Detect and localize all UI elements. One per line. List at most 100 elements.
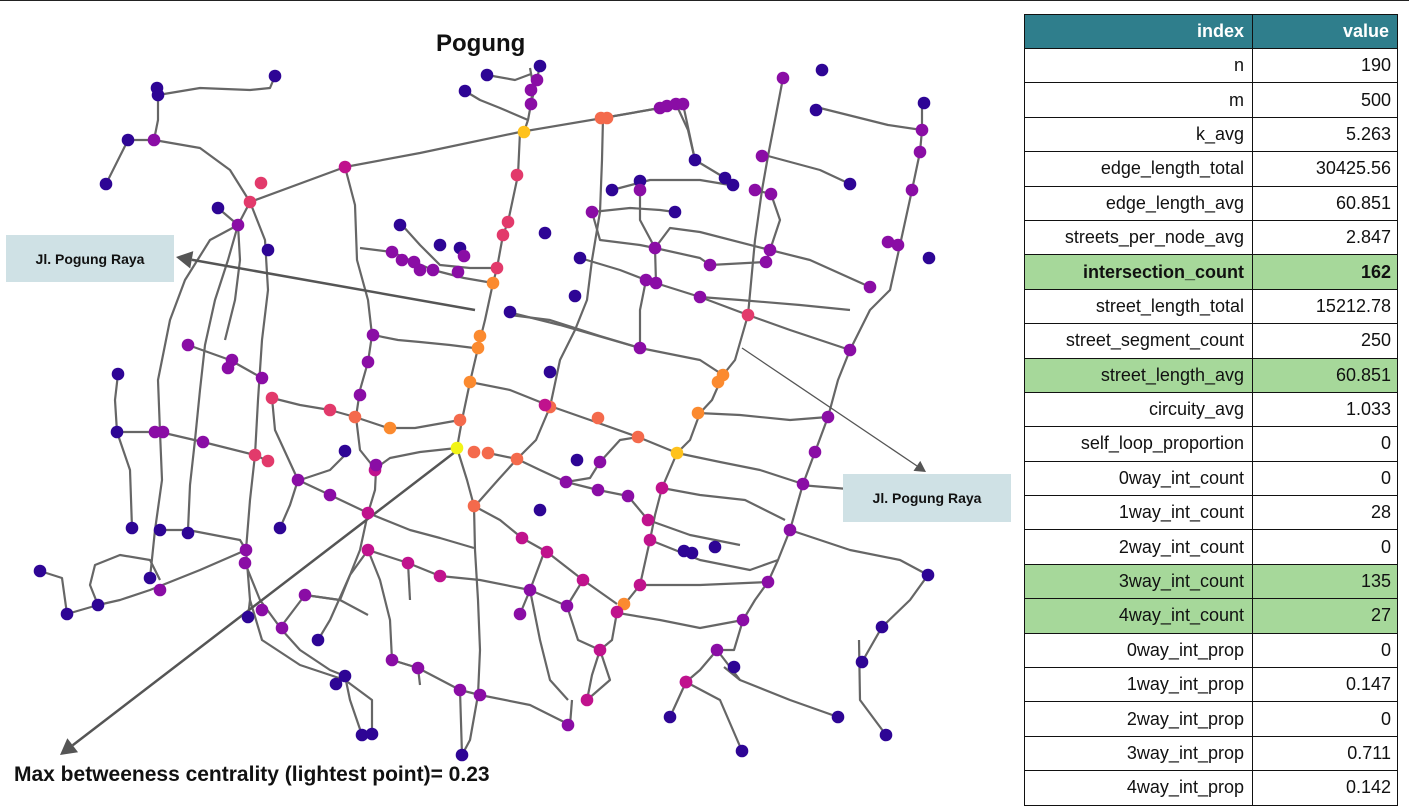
street-edge xyxy=(375,446,458,469)
street-edge xyxy=(271,396,461,430)
intersection-node xyxy=(863,280,877,294)
table-row: 1way_int_prop 0.147 xyxy=(1024,667,1398,703)
intersection-node xyxy=(633,183,647,197)
intersection-node xyxy=(573,251,587,265)
street-label-right: Jl. Pogung Raya xyxy=(843,474,1011,522)
intersection-node xyxy=(426,263,440,277)
intersection-node xyxy=(759,255,773,269)
intersection-node xyxy=(517,125,531,139)
intersection-node xyxy=(843,177,857,191)
row-key: 2way_int_count xyxy=(1024,529,1253,565)
row-value: 0.711 xyxy=(1252,735,1398,772)
street-edge xyxy=(819,106,923,132)
intersection-node xyxy=(576,573,590,587)
intersection-node xyxy=(703,258,717,272)
intersection-node xyxy=(735,744,749,758)
intersection-node xyxy=(338,160,352,174)
intersection-node xyxy=(433,569,447,583)
intersection-node xyxy=(708,540,722,554)
intersection-node xyxy=(211,201,225,215)
table-row: m 500 xyxy=(1024,82,1398,118)
row-key: 3way_int_count xyxy=(1024,563,1253,600)
table-row: 0way_int_count 0 xyxy=(1024,460,1398,497)
header-index: index xyxy=(1024,14,1253,49)
row-value: 250 xyxy=(1252,323,1398,359)
street-edge xyxy=(474,117,605,507)
intersection-node xyxy=(543,365,557,379)
row-value: 0 xyxy=(1252,701,1398,737)
street-edge xyxy=(507,310,724,376)
intersection-node xyxy=(338,444,352,458)
row-value: 5.263 xyxy=(1252,116,1398,153)
intersection-node xyxy=(570,453,584,467)
intersection-node xyxy=(921,568,935,582)
intersection-node xyxy=(685,546,699,560)
intersection-node xyxy=(515,531,529,545)
street-edge xyxy=(244,201,374,734)
street-edge xyxy=(857,639,887,736)
intersection-node xyxy=(451,265,465,279)
row-key: street_length_total xyxy=(1024,288,1253,325)
table-row-highlighted: intersection_count 162 xyxy=(1024,254,1398,290)
intersection-node xyxy=(533,59,547,73)
intersection-node xyxy=(668,205,682,219)
intersection-node xyxy=(796,477,810,491)
intersection-node xyxy=(741,308,755,322)
intersection-node xyxy=(593,643,607,657)
row-key: intersection_count xyxy=(1024,254,1253,290)
intersection-node xyxy=(393,218,407,232)
street-edge xyxy=(458,689,464,756)
intersection-node xyxy=(736,613,750,627)
table-row: street_segment_count 250 xyxy=(1024,323,1398,359)
intersection-node xyxy=(688,153,702,167)
intersection-node xyxy=(881,235,895,249)
table-row: 2way_int_count 0 xyxy=(1024,529,1398,565)
intersection-node xyxy=(655,481,669,495)
row-key: self_loop_proportion xyxy=(1024,426,1253,462)
row-key: 1way_int_count xyxy=(1024,495,1253,531)
row-key: edge_length_total xyxy=(1024,151,1253,187)
row-key: m xyxy=(1024,82,1253,118)
intersection-node xyxy=(917,96,931,110)
intersection-node xyxy=(510,168,524,182)
row-key: 2way_int_prop xyxy=(1024,701,1253,737)
intersection-node xyxy=(458,84,472,98)
row-key: 1way_int_prop xyxy=(1024,667,1253,703)
intersection-node xyxy=(457,249,471,263)
intersection-node xyxy=(121,133,135,147)
map-title: Pogung xyxy=(436,30,526,57)
intersection-node xyxy=(323,488,337,502)
street-edge xyxy=(747,313,851,352)
intersection-node xyxy=(755,149,769,163)
row-value: 0 xyxy=(1252,426,1398,462)
intersection-node xyxy=(809,103,823,117)
intersection-node xyxy=(922,251,936,265)
intersection-node xyxy=(761,575,775,589)
intersection-node xyxy=(538,226,552,240)
intersection-node xyxy=(915,123,929,137)
intersection-node xyxy=(639,273,653,287)
street-edge xyxy=(39,569,69,615)
intersection-node xyxy=(748,183,762,197)
intersection-node xyxy=(248,448,262,462)
intersection-node xyxy=(329,677,343,691)
street-edge xyxy=(148,224,239,579)
intersection-node xyxy=(605,183,619,197)
table-row: 1way_int_count 28 xyxy=(1024,495,1398,531)
street-edge xyxy=(105,139,129,185)
street-edge xyxy=(640,580,769,587)
row-value: 162 xyxy=(1252,254,1398,290)
intersection-node xyxy=(633,341,647,355)
intersection-node xyxy=(467,499,481,513)
row-key: street_length_avg xyxy=(1024,357,1253,393)
row-value: 0 xyxy=(1252,632,1398,669)
intersection-node xyxy=(510,452,524,466)
intersection-node xyxy=(710,643,724,657)
betweenness-caption: Max betweeness centrality (lightest poin… xyxy=(14,763,490,786)
intersection-node xyxy=(261,454,275,468)
street-edge xyxy=(585,77,785,701)
table-row: street_length_total 15212.78 xyxy=(1024,288,1398,325)
intersection-node xyxy=(591,411,605,425)
intersection-node xyxy=(633,174,647,188)
intersection-node xyxy=(353,388,367,402)
